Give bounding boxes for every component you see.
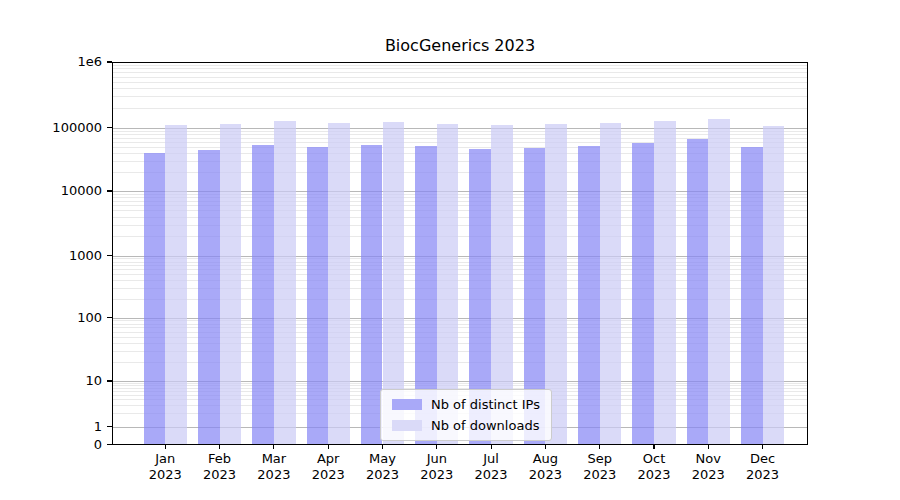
grid-minor-line [112, 65, 808, 66]
y-tick-label: 100000 [52, 120, 102, 136]
grid-minor-line [112, 108, 808, 109]
bar-distinct-ips [632, 143, 654, 445]
bar-distinct-ips [307, 147, 329, 445]
bar-downloads [274, 121, 296, 446]
x-tick-mark [599, 445, 600, 449]
grid-major-line [112, 62, 808, 63]
grid-minor-line [112, 72, 808, 73]
bar-downloads [220, 124, 242, 445]
chart-title: BiocGenerics 2023 [112, 36, 808, 55]
bar-distinct-ips [252, 145, 274, 445]
grid-major-line [112, 128, 808, 129]
bar-downloads [600, 123, 622, 445]
x-tick-mark [653, 445, 654, 449]
x-tick-mark [273, 445, 274, 449]
plot-area [112, 62, 808, 445]
grid-minor-line [112, 88, 808, 89]
x-tick-mark [762, 445, 763, 449]
bar-distinct-ips [687, 139, 709, 445]
grid-minor-line [112, 68, 808, 69]
legend-label-distinct-ips: Nb of distinct IPs [431, 397, 540, 412]
y-tick-label: 100 [77, 310, 102, 326]
bar-downloads [708, 119, 730, 445]
bar-distinct-ips [578, 146, 600, 445]
y-tick-mark [107, 255, 112, 256]
legend-entry-downloads: Nb of downloads [392, 418, 540, 433]
y-tick-mark [107, 61, 112, 62]
y-tick-label: 10 [85, 373, 102, 389]
x-tick-mark [545, 445, 546, 449]
y-tick-mark [107, 190, 112, 191]
bar-downloads [165, 125, 187, 445]
legend-swatch-downloads [392, 420, 422, 431]
x-tick-mark [382, 445, 383, 449]
y-tick-mark [107, 426, 112, 427]
x-tick-mark [328, 445, 329, 449]
legend-entry-distinct-ips: Nb of distinct IPs [392, 397, 540, 412]
bar-distinct-ips [198, 150, 220, 445]
y-tick-label: 1 [94, 419, 102, 435]
bar-distinct-ips [741, 147, 763, 445]
x-tick-mark [165, 445, 166, 449]
grid-minor-line [112, 131, 808, 132]
bar-distinct-ips [144, 153, 166, 445]
y-tick-label: 10000 [61, 183, 102, 199]
figure: BiocGenerics 2023 Nb of distinct IPs Nb … [0, 0, 900, 500]
x-tick-mark [436, 445, 437, 449]
bar-downloads [654, 121, 676, 445]
grid-minor-line [112, 82, 808, 83]
legend-label-downloads: Nb of downloads [431, 418, 539, 433]
legend: Nb of distinct IPs Nb of downloads [380, 389, 552, 441]
bar-downloads [328, 123, 350, 445]
y-tick-mark [107, 380, 112, 381]
y-tick-mark [107, 444, 112, 445]
x-tick-mark [491, 445, 492, 449]
bar-downloads [763, 126, 785, 445]
y-tick-mark [107, 317, 112, 318]
grid-minor-line [112, 77, 808, 78]
y-tick-label: 0 [94, 437, 102, 453]
y-tick-label: 1e6 [77, 54, 102, 70]
grid-minor-line [112, 96, 808, 97]
x-tick-mark [219, 445, 220, 449]
x-tick-mark [708, 445, 709, 449]
x-tick-label-year: 2023 [731, 467, 795, 483]
grid-minor-line [112, 134, 808, 135]
legend-swatch-distinct-ips [392, 399, 422, 410]
y-tick-mark [107, 127, 112, 128]
x-tick-label: Dec2023 [731, 451, 795, 483]
y-tick-label: 1000 [69, 248, 102, 264]
